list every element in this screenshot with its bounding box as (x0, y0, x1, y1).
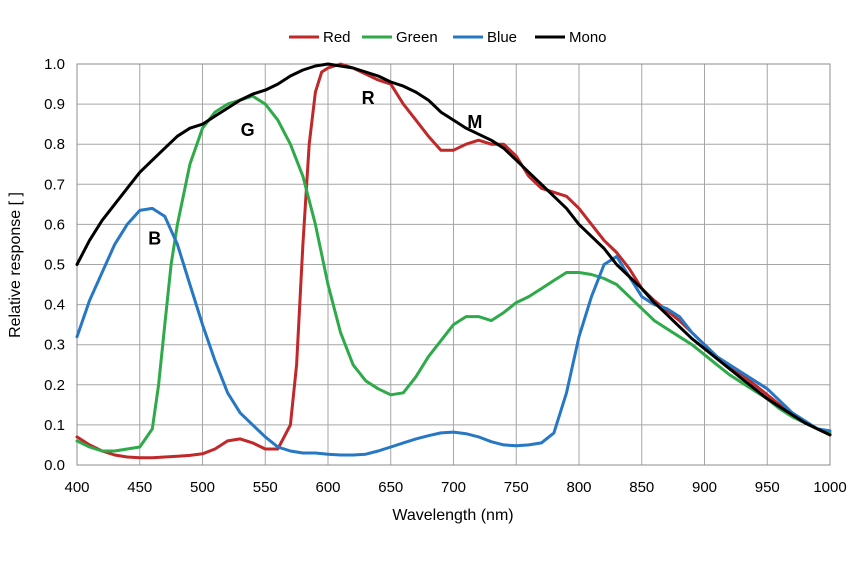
legend-item-blue: Blue (453, 29, 517, 46)
y-tick-label: 0.7 (44, 176, 65, 193)
legend-label: Red (323, 29, 351, 46)
x-tick-label: 800 (566, 479, 591, 496)
y-tick-label: 0.5 (44, 257, 65, 274)
annotation-r: R (362, 88, 375, 108)
y-tick-label: 0.8 (44, 136, 65, 153)
x-tick-label: 750 (504, 479, 529, 496)
y-tick-label: 0.6 (44, 216, 65, 233)
legend-item-green: Green (362, 29, 438, 46)
legend: Red Green Blue Mono (289, 29, 607, 46)
x-tick-label: 900 (692, 479, 717, 496)
legend-item-mono: Mono (535, 29, 607, 46)
x-tick-label: 550 (253, 479, 278, 496)
x-axis-title: Wavelength (nm) (392, 507, 513, 524)
legend-label: Blue (487, 29, 517, 46)
y-tick-label: 1.0 (44, 56, 65, 73)
x-tick-label: 950 (755, 479, 780, 496)
y-tick-label: 0.9 (44, 96, 65, 113)
y-tick-label: 0.1 (44, 417, 65, 434)
x-tick-label: 600 (315, 479, 340, 496)
legend-label: Green (396, 29, 438, 46)
x-tick-label: 700 (441, 479, 466, 496)
x-axis-ticks: 400 450 500 550 600 650 700 750 800 850 900 950 1000 (64, 479, 846, 496)
x-tick-label: 400 (64, 479, 89, 496)
y-tick-label: 0.0 (44, 457, 65, 474)
annotation-g: G (241, 120, 255, 140)
y-tick-label: 0.3 (44, 337, 65, 354)
y-axis-title: Relative response [ ] (7, 192, 24, 338)
x-tick-label: 650 (378, 479, 403, 496)
annotations: B G R M (148, 88, 482, 248)
annotation-m: M (467, 112, 482, 132)
grid (76, 63, 831, 466)
y-axis-ticks: 0.0 0.1 0.2 0.3 0.4 0.5 0.6 0.7 0.8 0.9 1.0 (44, 56, 65, 474)
x-tick-label: 450 (127, 479, 152, 496)
series-layer (75, 62, 832, 460)
y-tick-label: 0.2 (44, 377, 65, 394)
x-tick-label: 500 (190, 479, 215, 496)
series-line-green (75, 94, 832, 453)
x-tick-label: 1000 (813, 479, 846, 496)
y-tick-label: 0.4 (44, 297, 65, 314)
series-line-mono (75, 62, 832, 437)
legend-label: Mono (569, 29, 607, 46)
x-tick-label: 850 (629, 479, 654, 496)
legend-item-red: Red (289, 29, 351, 46)
annotation-b: B (148, 228, 161, 248)
series-line-blue (75, 206, 832, 457)
